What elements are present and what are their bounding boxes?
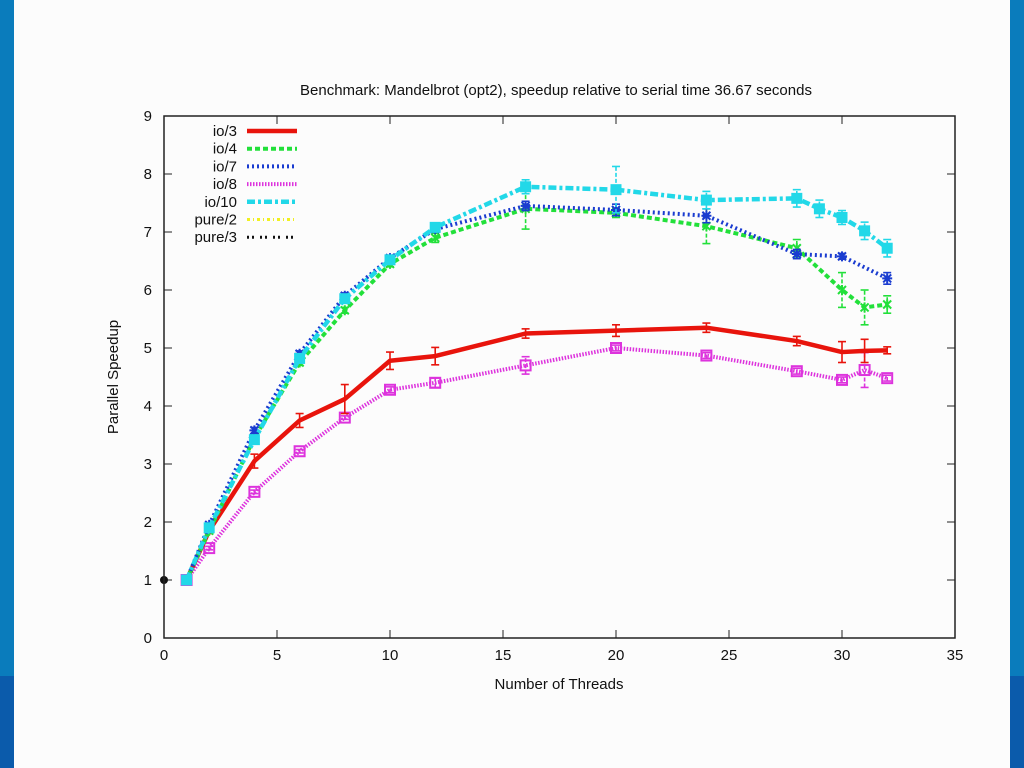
x-tick-label: 25	[721, 647, 738, 664]
y-tick-label: 0	[144, 630, 152, 647]
x-tick-label: 10	[382, 647, 399, 664]
series-line	[184, 206, 888, 581]
y-tick-label: 5	[144, 340, 152, 357]
data-point	[520, 200, 531, 211]
x-tick-label: 15	[495, 647, 512, 664]
slide-border-left	[0, 0, 14, 768]
data-point	[203, 522, 215, 534]
slide-border-right-top	[1010, 0, 1024, 676]
data-point	[791, 192, 803, 204]
slide-border-right-bottom	[1010, 676, 1024, 768]
data-point	[813, 203, 825, 215]
data-point	[859, 302, 870, 313]
x-tick-label: 35	[947, 647, 964, 664]
series-io-10	[181, 165, 893, 586]
legend-label: io/8	[213, 176, 237, 193]
x-tick-label: 5	[273, 647, 281, 664]
y-axis-label: Parallel Speedup	[105, 320, 122, 434]
y-tick-label: 4	[144, 398, 152, 415]
data-point	[339, 293, 351, 305]
data-point	[837, 251, 847, 262]
data-point	[859, 225, 871, 237]
data-point	[429, 221, 441, 233]
data-point	[430, 232, 440, 243]
data-point	[701, 210, 712, 221]
series-line	[184, 325, 888, 581]
data-point	[881, 372, 894, 385]
x-tick-label: 20	[608, 647, 625, 664]
data-point	[384, 254, 396, 266]
data-point	[700, 194, 712, 206]
chart-title: Benchmark: Mandelbrot (opt2), speedup re…	[300, 82, 812, 99]
data-point	[837, 285, 847, 295]
series-io-3	[184, 322, 892, 581]
data-point	[520, 181, 532, 193]
series-io-4	[181, 187, 892, 585]
data-point	[881, 242, 893, 254]
data-point	[384, 383, 396, 396]
legend-label: pure/3	[194, 229, 237, 246]
y-axis-ticks: 0 1 2 3 4 5 6 7 8 9	[144, 108, 955, 647]
data-point	[791, 249, 802, 260]
legend-label: io/3	[213, 123, 237, 140]
data-point	[293, 445, 306, 458]
data-point	[294, 352, 306, 364]
data-point	[340, 305, 350, 316]
series-io-8	[180, 342, 894, 586]
y-tick-label: 6	[144, 282, 152, 299]
series-layer	[160, 165, 894, 586]
slide-border-left-bottom	[0, 676, 14, 768]
y-tick-label: 9	[144, 108, 152, 125]
data-point	[248, 485, 261, 498]
plot-frame	[163, 115, 956, 639]
series-line	[184, 346, 888, 582]
data-point	[203, 542, 216, 555]
data-point	[882, 273, 893, 284]
data-point	[610, 184, 622, 196]
y-tick-label: 7	[144, 224, 152, 241]
slide-border-left-top	[0, 0, 14, 676]
legend-label: io/4	[213, 141, 237, 158]
series-line	[184, 203, 889, 581]
data-point	[610, 342, 622, 354]
x-axis-ticks: 0 5 10 15 20 25 30 35	[160, 116, 964, 664]
data-point	[181, 574, 193, 586]
data-point	[249, 425, 260, 436]
legend-label: io/7	[213, 158, 237, 175]
x-tick-label: 0	[160, 647, 168, 664]
data-point	[790, 365, 803, 378]
legend-label: io/10	[204, 194, 237, 211]
x-tick-label: 30	[834, 647, 851, 664]
data-point	[858, 364, 871, 377]
legend-label: pure/2	[194, 212, 237, 229]
slide-border-right	[1010, 0, 1024, 768]
y-tick-label: 8	[144, 166, 152, 183]
x-axis-label: Number of Threads	[495, 676, 624, 693]
data-point	[882, 299, 892, 310]
data-point	[248, 434, 260, 446]
data-point	[519, 359, 532, 372]
y-tick-label: 3	[144, 456, 152, 473]
series-io-7	[181, 200, 893, 585]
data-point	[836, 212, 848, 223]
data-point	[429, 376, 442, 389]
y-tick-label: 2	[144, 514, 152, 531]
data-point	[700, 349, 713, 362]
y-tick-label: 1	[144, 572, 152, 589]
data-point	[836, 373, 848, 386]
